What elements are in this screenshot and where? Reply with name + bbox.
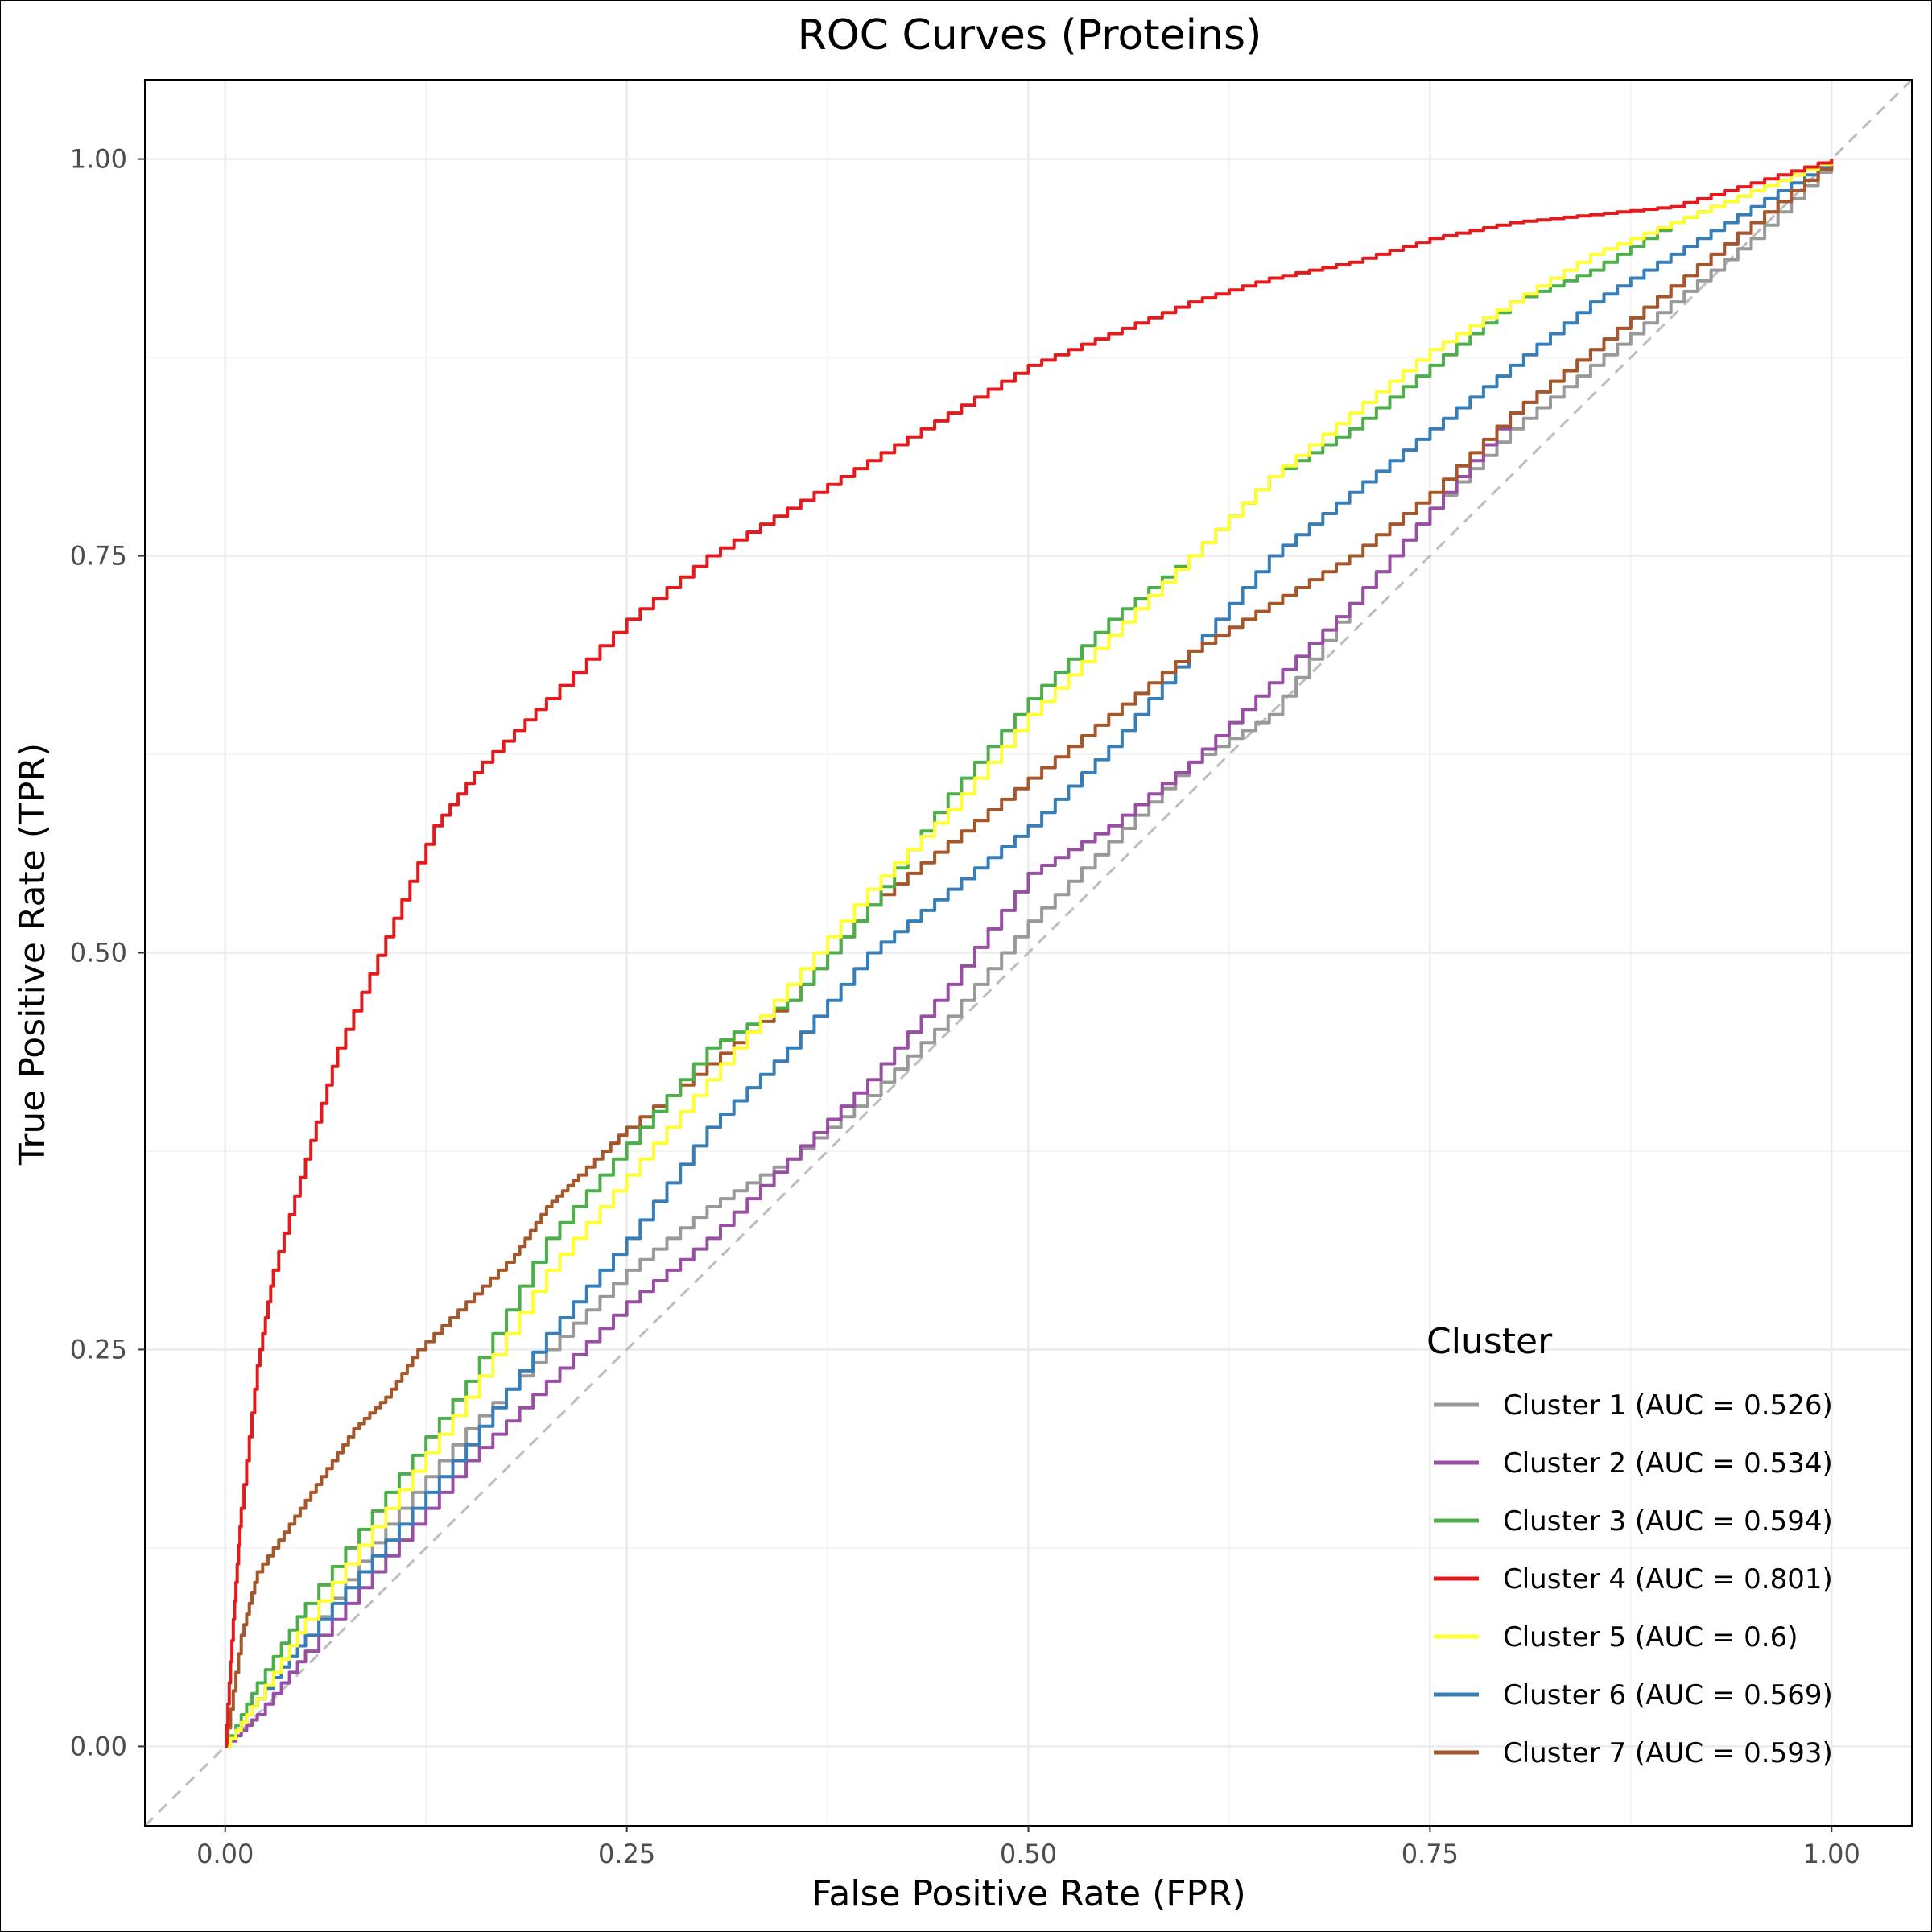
y-tick-label: 0.75 (70, 541, 127, 572)
y-tick-label: 1.00 (70, 144, 127, 175)
y-tick-label: 0.00 (70, 1731, 127, 1761)
x-tick-label: 0.25 (598, 1839, 655, 1869)
legend-label-5: Cluster 5 (AUC = 0.6) (1503, 1621, 1798, 1653)
y-tick-label: 0.25 (70, 1334, 127, 1364)
legend: Cluster Cluster 1 (AUC = 0.526) Cluster 2… (1426, 1321, 1833, 1769)
y-axis-label: True Positive Rate (TPR) (12, 743, 53, 1166)
x-axis-label: False Positive Rate (FPR) (811, 1873, 1246, 1914)
y-axis-ticks: 0.00 0.25 0.50 0.75 1.00 (70, 144, 145, 1761)
x-axis-ticks: 0.00 0.25 0.50 0.75 1.00 (196, 1826, 1860, 1869)
x-tick-label: 0.75 (1402, 1839, 1459, 1869)
series-line-6 (225, 159, 1834, 1748)
legend-label-7: Cluster 7 (AUC = 0.593) (1503, 1737, 1833, 1769)
legend-label-1: Cluster 1 (AUC = 0.526) (1503, 1389, 1833, 1422)
legend-label-3: Cluster 3 (AUC = 0.594) (1503, 1505, 1833, 1538)
series-lines (225, 159, 1834, 1748)
x-tick-label: 1.00 (1803, 1839, 1860, 1869)
chart-title: ROC Curves (Proteins) (798, 11, 1262, 60)
legend-label-4: Cluster 4 (AUC = 0.801) (1503, 1563, 1833, 1596)
series-line-4 (225, 159, 1834, 1748)
legend-label-2: Cluster 2 (AUC = 0.534) (1503, 1447, 1833, 1480)
y-tick-label: 0.50 (70, 938, 127, 968)
series-line-1 (225, 159, 1834, 1748)
series-line-5 (225, 159, 1834, 1748)
legend-label-6: Cluster 6 (AUC = 0.569) (1503, 1679, 1833, 1711)
reference-line (143, 78, 1913, 1827)
legend-title: Cluster (1426, 1321, 1553, 1362)
legend-items: Cluster 1 (AUC = 0.526) Cluster 2 (AUC = … (1434, 1389, 1833, 1769)
reference-diagonal (143, 78, 1913, 1827)
x-tick-label: 0.00 (196, 1839, 254, 1869)
x-tick-label: 0.50 (1000, 1839, 1057, 1869)
